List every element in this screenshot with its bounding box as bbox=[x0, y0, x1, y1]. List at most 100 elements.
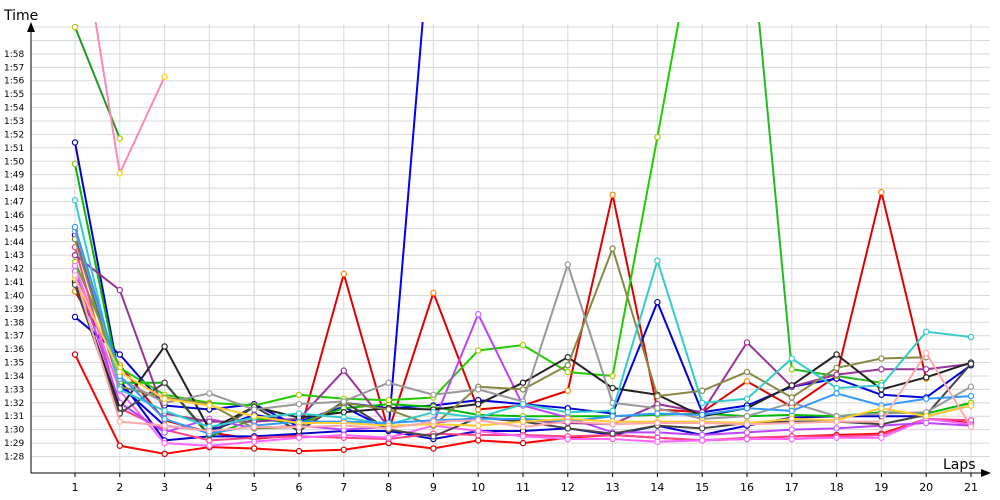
series-11 bbox=[71, 262, 975, 449]
data-point bbox=[161, 379, 168, 386]
x-tick-label: 15 bbox=[695, 481, 709, 494]
data-point bbox=[699, 419, 706, 427]
series-lines bbox=[71, 22, 975, 458]
data-point bbox=[923, 349, 930, 357]
y-tick-label: 1:53 bbox=[4, 117, 24, 127]
data-point bbox=[116, 286, 124, 294]
data-point bbox=[743, 339, 751, 346]
data-point bbox=[71, 160, 79, 168]
data-point bbox=[788, 366, 796, 373]
data-point bbox=[519, 400, 527, 408]
data-point bbox=[967, 392, 975, 400]
data-point bbox=[654, 133, 661, 141]
data-point bbox=[609, 407, 616, 415]
data-point bbox=[788, 426, 796, 433]
y-tick-label: 1:56 bbox=[4, 77, 24, 87]
data-point bbox=[743, 421, 751, 428]
x-tick-label: 8 bbox=[385, 481, 392, 494]
data-point bbox=[161, 450, 168, 458]
data-point bbox=[340, 270, 347, 278]
data-point bbox=[833, 371, 840, 378]
y-tick-label: 1:38 bbox=[4, 318, 24, 328]
data-point bbox=[71, 313, 79, 321]
data-point bbox=[116, 135, 124, 142]
data-point bbox=[743, 429, 751, 436]
series-7 bbox=[758, 22, 885, 386]
data-point bbox=[116, 170, 124, 177]
data-point bbox=[161, 407, 168, 415]
x-axis-title: Laps bbox=[943, 457, 976, 473]
axes bbox=[27, 22, 991, 477]
data-point bbox=[967, 333, 975, 341]
y-tick-label: 1:31 bbox=[4, 412, 24, 422]
data-point bbox=[519, 379, 527, 386]
x-tick-label: 14 bbox=[650, 481, 664, 494]
series-line bbox=[758, 22, 882, 384]
data-point bbox=[743, 378, 751, 385]
data-point bbox=[833, 425, 840, 432]
y-axis-arrow bbox=[27, 22, 35, 32]
y-tick-label: 1:30 bbox=[4, 426, 24, 436]
data-point bbox=[654, 298, 661, 306]
data-point bbox=[699, 431, 706, 439]
data-point bbox=[295, 423, 303, 431]
data-point bbox=[385, 379, 392, 386]
data-point bbox=[609, 435, 616, 443]
data-point bbox=[475, 406, 482, 413]
data-point bbox=[206, 427, 213, 435]
data-point bbox=[161, 429, 168, 436]
data-point bbox=[475, 437, 482, 444]
y-tick-label: 1:42 bbox=[4, 265, 24, 275]
data-point bbox=[788, 407, 796, 415]
data-point bbox=[833, 390, 840, 397]
series-line bbox=[74, 238, 927, 430]
y-tick-label: 1:47 bbox=[4, 198, 24, 208]
data-point bbox=[295, 434, 303, 441]
data-point bbox=[475, 311, 482, 318]
x-tick-label: 6 bbox=[296, 481, 303, 494]
data-point bbox=[564, 387, 572, 394]
data-point bbox=[71, 223, 79, 231]
data-point bbox=[250, 413, 258, 420]
data-point bbox=[743, 368, 751, 376]
data-point bbox=[250, 423, 258, 431]
data-point bbox=[564, 418, 572, 425]
y-tick-label: 1:34 bbox=[4, 372, 24, 382]
data-point bbox=[340, 431, 347, 439]
data-point bbox=[519, 439, 527, 447]
x-tick-label: 10 bbox=[471, 481, 485, 494]
x-tick-label: 1 bbox=[72, 481, 79, 494]
y-tick-label: 1:58 bbox=[4, 50, 24, 60]
data-point bbox=[250, 406, 258, 413]
data-point bbox=[833, 434, 840, 441]
data-point bbox=[967, 402, 975, 409]
x-tick-labels: 1 2 3 4 5 6 7 8 9 10 11 12 13 14 15 16 17 18 19 20 21 bbox=[72, 473, 978, 494]
data-point bbox=[430, 445, 437, 452]
data-point bbox=[385, 396, 392, 404]
data-point bbox=[475, 417, 482, 424]
x-axis-arrow bbox=[981, 469, 991, 477]
data-point bbox=[923, 419, 930, 427]
data-point bbox=[923, 328, 930, 335]
data-point bbox=[475, 427, 482, 435]
data-point bbox=[788, 382, 796, 389]
y-tick-label: 1:52 bbox=[4, 130, 24, 140]
series-line bbox=[74, 26, 121, 139]
y-tick-label: 1:36 bbox=[4, 345, 24, 355]
y-tick-label: 1:39 bbox=[4, 305, 24, 315]
data-point bbox=[340, 409, 347, 416]
data-point bbox=[654, 429, 661, 436]
data-point bbox=[833, 364, 840, 372]
data-point bbox=[385, 434, 392, 441]
data-point bbox=[743, 413, 751, 420]
data-point bbox=[609, 191, 616, 199]
data-point bbox=[654, 392, 661, 400]
data-point bbox=[743, 395, 751, 402]
data-point bbox=[250, 438, 258, 445]
y-tick-label: 1:29 bbox=[4, 439, 24, 449]
data-point bbox=[71, 272, 79, 279]
data-point bbox=[878, 391, 885, 398]
data-point bbox=[609, 372, 616, 380]
series-4 bbox=[71, 22, 424, 435]
data-point bbox=[699, 425, 706, 432]
